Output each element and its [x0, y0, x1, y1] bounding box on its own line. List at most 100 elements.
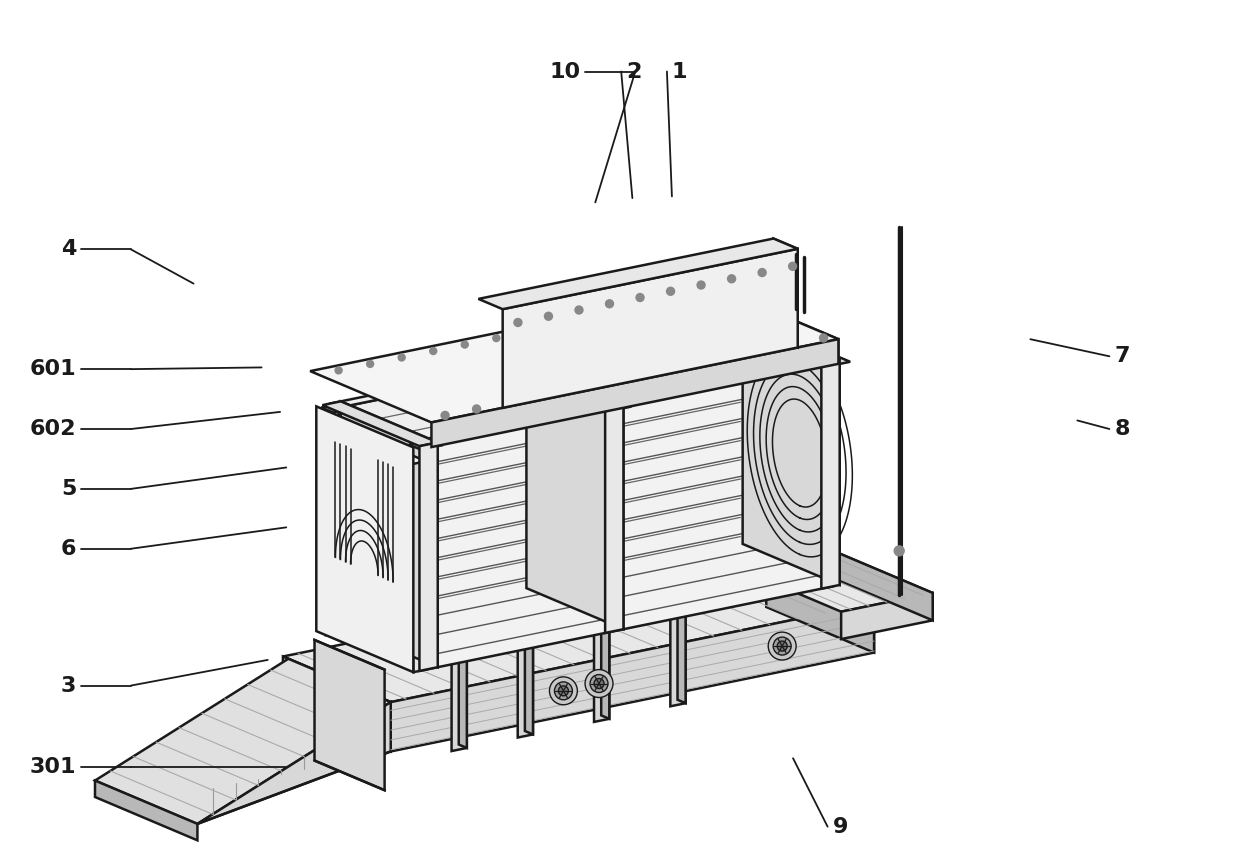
- Polygon shape: [451, 627, 466, 751]
- Circle shape: [558, 686, 568, 696]
- Circle shape: [590, 674, 608, 692]
- Polygon shape: [677, 579, 686, 704]
- Circle shape: [461, 341, 469, 348]
- Polygon shape: [419, 443, 438, 671]
- Circle shape: [725, 353, 733, 361]
- Polygon shape: [766, 558, 874, 653]
- Polygon shape: [315, 640, 384, 790]
- Circle shape: [599, 379, 606, 387]
- Text: 9: 9: [832, 817, 848, 837]
- Circle shape: [789, 263, 796, 270]
- Circle shape: [713, 289, 720, 296]
- Polygon shape: [774, 239, 797, 347]
- Polygon shape: [816, 357, 851, 366]
- Text: 5: 5: [61, 479, 76, 498]
- Circle shape: [820, 334, 827, 342]
- Text: 1: 1: [672, 62, 687, 82]
- Polygon shape: [518, 613, 533, 738]
- Polygon shape: [728, 545, 932, 612]
- Circle shape: [662, 366, 670, 374]
- Polygon shape: [841, 593, 932, 639]
- Polygon shape: [339, 324, 745, 632]
- Text: 4: 4: [61, 239, 76, 259]
- Circle shape: [536, 392, 543, 400]
- Circle shape: [693, 360, 702, 368]
- Text: 3: 3: [61, 675, 76, 696]
- Circle shape: [335, 367, 342, 374]
- Circle shape: [472, 405, 481, 413]
- Polygon shape: [601, 595, 609, 719]
- Circle shape: [513, 318, 522, 327]
- Polygon shape: [413, 444, 427, 672]
- Polygon shape: [197, 702, 391, 824]
- Polygon shape: [527, 364, 624, 629]
- Circle shape: [667, 287, 675, 295]
- Polygon shape: [316, 407, 413, 672]
- Circle shape: [630, 372, 639, 381]
- Text: 7: 7: [1115, 347, 1130, 366]
- Polygon shape: [821, 360, 839, 589]
- Circle shape: [441, 412, 449, 420]
- Circle shape: [575, 306, 583, 314]
- Circle shape: [544, 312, 553, 320]
- Polygon shape: [391, 603, 874, 752]
- Text: 10: 10: [549, 62, 580, 82]
- Polygon shape: [409, 440, 443, 450]
- Polygon shape: [459, 624, 466, 748]
- Circle shape: [594, 679, 604, 688]
- Polygon shape: [594, 598, 609, 722]
- Circle shape: [894, 546, 904, 556]
- Polygon shape: [197, 752, 391, 824]
- Polygon shape: [479, 239, 797, 309]
- Polygon shape: [724, 319, 839, 364]
- Polygon shape: [525, 610, 533, 734]
- Polygon shape: [322, 402, 438, 446]
- Polygon shape: [728, 320, 763, 329]
- Circle shape: [682, 296, 689, 303]
- Polygon shape: [508, 364, 624, 408]
- Circle shape: [588, 315, 594, 323]
- Circle shape: [619, 309, 626, 316]
- Circle shape: [492, 335, 500, 341]
- Circle shape: [554, 682, 573, 700]
- Circle shape: [430, 347, 436, 354]
- Circle shape: [505, 398, 512, 407]
- Polygon shape: [820, 545, 932, 620]
- Polygon shape: [283, 656, 391, 752]
- Circle shape: [728, 275, 735, 283]
- Polygon shape: [502, 249, 797, 408]
- Polygon shape: [95, 781, 197, 840]
- Circle shape: [367, 360, 373, 367]
- Circle shape: [758, 269, 766, 276]
- Circle shape: [774, 637, 791, 655]
- Polygon shape: [598, 402, 631, 411]
- Polygon shape: [743, 319, 839, 585]
- Circle shape: [567, 385, 575, 394]
- Circle shape: [605, 299, 614, 308]
- Circle shape: [756, 347, 765, 355]
- Polygon shape: [510, 365, 544, 374]
- Polygon shape: [316, 420, 427, 464]
- Circle shape: [789, 341, 796, 348]
- Circle shape: [769, 632, 796, 660]
- Polygon shape: [310, 287, 838, 422]
- Polygon shape: [605, 404, 624, 633]
- Polygon shape: [671, 583, 686, 706]
- Text: 8: 8: [1115, 419, 1130, 439]
- Polygon shape: [329, 321, 745, 408]
- Circle shape: [525, 328, 531, 335]
- Circle shape: [585, 669, 613, 698]
- Polygon shape: [321, 403, 356, 413]
- Text: 6: 6: [61, 539, 76, 559]
- Text: 2: 2: [626, 62, 641, 82]
- Text: 301: 301: [30, 757, 76, 776]
- Circle shape: [777, 641, 787, 651]
- Circle shape: [556, 322, 563, 329]
- Polygon shape: [326, 408, 339, 635]
- Polygon shape: [432, 339, 838, 447]
- Text: 602: 602: [30, 419, 76, 439]
- Circle shape: [697, 281, 706, 289]
- Polygon shape: [341, 402, 438, 668]
- Text: 601: 601: [30, 360, 76, 379]
- Circle shape: [636, 293, 644, 301]
